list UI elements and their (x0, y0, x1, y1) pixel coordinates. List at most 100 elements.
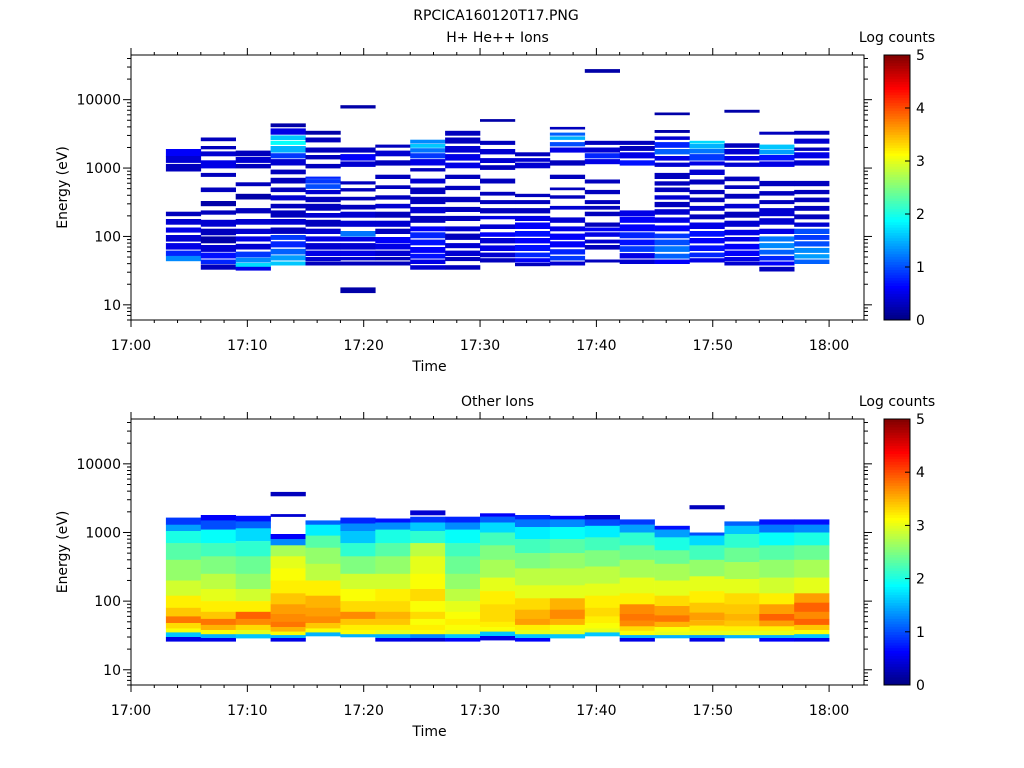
heatmap-cell (200, 638, 236, 642)
colorbar-step (884, 92, 910, 96)
colorbar-step (884, 677, 910, 681)
heatmap-cell (549, 634, 586, 639)
heatmap-cell (619, 559, 655, 578)
heatmap-cell (724, 211, 760, 218)
heatmap-cell (340, 556, 376, 575)
heatmap-cell (689, 169, 725, 175)
heatmap-cell (445, 573, 481, 590)
heatmap-cell (689, 149, 725, 154)
heatmap-cell (165, 623, 202, 629)
heatmap-cell (584, 623, 620, 629)
colorbar-step (884, 304, 910, 308)
heatmap-cell (235, 601, 271, 612)
heatmap-cell (165, 255, 202, 262)
heatmap-cell (654, 195, 690, 200)
heatmap-cell (689, 214, 725, 220)
heatmap-cell (375, 543, 411, 557)
heatmap-cell (305, 163, 341, 169)
heatmap-cell (584, 205, 620, 210)
heatmap-cell (410, 510, 446, 516)
colorbar-tick-label: 1 (916, 625, 925, 641)
heatmap-cell (410, 232, 446, 239)
heatmap-cell (654, 162, 690, 167)
heatmap-cell (235, 541, 271, 557)
heatmap-cell (654, 253, 690, 259)
heatmap-cell (305, 563, 341, 581)
heatmap-cell (410, 159, 446, 166)
heatmap-cell (759, 191, 795, 196)
colorbar-step (884, 549, 910, 553)
heatmap-cell (165, 595, 202, 609)
heatmap-cell (515, 200, 551, 205)
heatmap-cell (549, 568, 586, 586)
heatmap-cell (619, 532, 655, 546)
heatmap-cell (794, 222, 830, 227)
heatmap-cell (410, 187, 446, 195)
colorbar-step (884, 506, 910, 510)
colorbar-step (884, 155, 910, 159)
colorbar-step (884, 421, 910, 425)
heatmap-cell (515, 585, 551, 599)
colorbar-step (884, 227, 910, 231)
heatmap-cell (445, 516, 481, 523)
heatmap-cell (619, 614, 655, 621)
heatmap-cell (584, 259, 620, 263)
colorbar-step (884, 102, 910, 106)
colorbar-step (884, 171, 910, 175)
heatmap-cell (270, 169, 306, 175)
colorbar-step (884, 591, 910, 595)
heatmap-cell (445, 146, 481, 153)
heatmap-cell (584, 239, 620, 244)
heatmap-cell (689, 576, 725, 592)
y-axis: 10 100 1000 10000 Energy (eV) (55, 422, 872, 686)
heatmap-cell (480, 200, 516, 205)
colorbar-tick-label: 5 (916, 48, 925, 64)
colorbar-step (884, 645, 910, 649)
colorbar-step (884, 296, 910, 300)
heatmap-cell (375, 195, 411, 200)
heatmap-cell (794, 235, 830, 240)
x-tick-label: 17:10 (227, 703, 267, 719)
heatmap-cell (480, 208, 516, 214)
heatmap-cell (584, 153, 620, 159)
heatmap-cell (305, 189, 341, 195)
heatmap-cell (445, 206, 481, 212)
heatmap-cell (724, 229, 760, 236)
heatmap-cell (200, 219, 236, 227)
heatmap-cell (200, 589, 236, 602)
heatmap-cell (515, 539, 551, 554)
colorbar-step (884, 618, 910, 622)
colorbar-frame (883, 418, 911, 686)
heatmap-cell (235, 556, 271, 575)
colorbar-step (884, 650, 910, 654)
heatmap-cell (340, 204, 376, 210)
heatmap-cell (375, 144, 411, 148)
heatmap-cell (794, 524, 830, 533)
heatmap-cell (515, 158, 551, 162)
heatmap-cell (200, 210, 236, 215)
heatmap-cell (305, 203, 341, 211)
heatmap-cell (340, 287, 376, 294)
colorbar-tick-label: 1 (916, 260, 925, 276)
heatmap-cell (689, 638, 725, 642)
colorbar-step (884, 214, 910, 218)
colorbar-step (884, 264, 910, 268)
heatmap-cell (200, 624, 236, 631)
heatmap-cell (445, 611, 481, 620)
colorbar-step (884, 434, 910, 439)
colorbar-step (884, 546, 910, 550)
colorbar-step (884, 570, 910, 574)
heatmap-cell (445, 257, 481, 262)
heatmap-cells (165, 69, 830, 294)
heatmap-cell (235, 266, 271, 271)
heatmap-cell (200, 151, 236, 157)
heatmap-cell (375, 185, 411, 189)
heatmap-cell (549, 136, 586, 140)
heatmap-cell (410, 148, 446, 153)
heatmap-cell (445, 196, 481, 203)
heatmap-cell (794, 147, 830, 151)
heatmap-cell (759, 249, 795, 255)
heatmap-cell (654, 529, 690, 538)
colorbar-step (884, 594, 910, 598)
colorbar-step (884, 450, 910, 454)
